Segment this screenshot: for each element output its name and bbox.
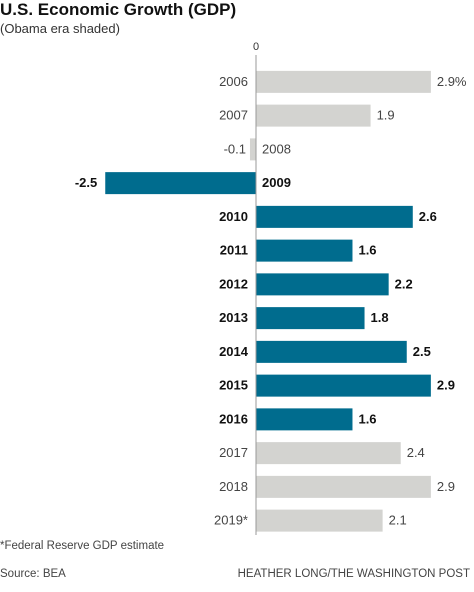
category-label: 2010 bbox=[219, 209, 248, 224]
bar-2017 bbox=[256, 442, 401, 465]
gdp-bar-chart: 0 2006 2.9% 2007 1.9 2008 -0.1 2009 -2.5 2010 2.6 2… bbox=[75, 41, 467, 535]
category-label: 2007 bbox=[219, 108, 248, 123]
bar-2012 bbox=[256, 273, 389, 296]
category-label: 2008 bbox=[262, 141, 291, 156]
category-label: 2012 bbox=[219, 276, 248, 291]
value-label: 2.1 bbox=[389, 513, 407, 528]
category-label: 2013 bbox=[219, 310, 248, 325]
bar-2007 bbox=[256, 104, 371, 127]
value-label: 2.9% bbox=[437, 74, 467, 89]
source-note: Source: BEA bbox=[0, 568, 66, 580]
value-label: 1.8 bbox=[371, 310, 389, 325]
chart-subtitle: (Obama era shaded) bbox=[0, 21, 120, 36]
bar-2009 bbox=[105, 172, 256, 195]
category-label: 2015 bbox=[219, 378, 248, 393]
category-label: 2009 bbox=[262, 175, 291, 190]
value-label: 1.6 bbox=[358, 411, 376, 426]
value-label: 2.6 bbox=[419, 209, 437, 224]
value-label: 2.9 bbox=[437, 378, 455, 393]
value-label: 2.5 bbox=[413, 344, 431, 359]
bar-2006 bbox=[256, 70, 431, 93]
category-label: 2018 bbox=[219, 479, 248, 494]
value-label: 2.9 bbox=[437, 479, 455, 494]
value-label: 1.6 bbox=[358, 243, 376, 258]
bar-2015 bbox=[256, 374, 431, 397]
category-label: 2019* bbox=[214, 513, 248, 528]
bar-2016 bbox=[256, 408, 353, 431]
category-label: 2014 bbox=[219, 344, 249, 359]
category-label: 2006 bbox=[219, 74, 248, 89]
bar-2019* bbox=[256, 509, 383, 532]
bar-2010 bbox=[256, 205, 413, 228]
category-label: 2017 bbox=[219, 445, 248, 460]
value-label: 2.2 bbox=[395, 276, 413, 291]
zero-tick-label: 0 bbox=[253, 41, 259, 53]
value-label: 2.4 bbox=[407, 445, 425, 460]
category-label: 2011 bbox=[220, 243, 248, 258]
bar-2011 bbox=[256, 239, 353, 262]
bar-2008 bbox=[249, 138, 256, 161]
chart-title: U.S. Economic Growth (GDP) bbox=[0, 0, 237, 19]
bar-2018 bbox=[256, 475, 431, 498]
footnote: *Federal Reserve GDP estimate bbox=[0, 540, 165, 552]
value-label: 1.9 bbox=[377, 108, 395, 123]
credit-note: HEATHER LONG/THE WASHINGTON POST bbox=[237, 568, 470, 580]
value-label: -0.1 bbox=[224, 141, 246, 156]
category-label: 2016 bbox=[219, 411, 248, 426]
bar-2013 bbox=[256, 307, 365, 330]
bar-2014 bbox=[256, 340, 407, 363]
value-label: -2.5 bbox=[75, 175, 97, 190]
